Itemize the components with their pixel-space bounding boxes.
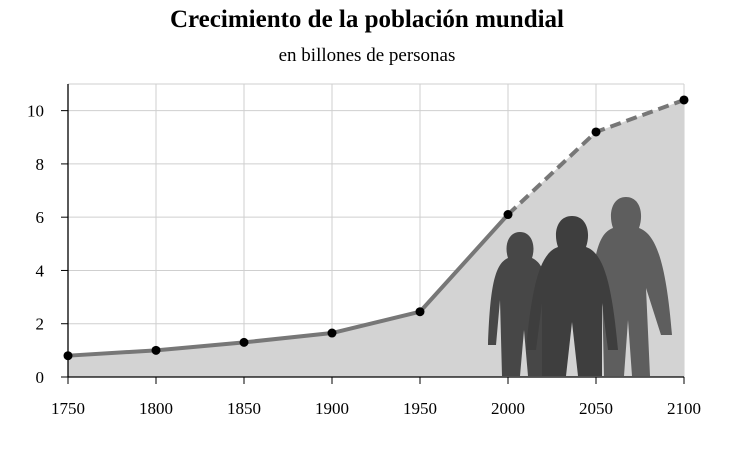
x-tick-label: 2100 [667,399,701,418]
y-tick-label: 10 [27,102,44,121]
series-line-historical [67,213,510,358]
data-point [503,210,513,220]
y-tick-label: 6 [36,208,45,227]
y-tick-label: 4 [36,261,45,280]
axes [61,84,685,384]
data-point [239,337,249,347]
data-point [63,351,73,361]
chart-subtitle: en billones de personas [278,45,456,66]
x-tick-label: 1950 [403,399,437,418]
x-tick-label: 1800 [139,399,173,418]
data-point [591,127,601,137]
data-point [415,307,425,317]
x-axis-ticks: 1750 1800 1850 1900 1950 2000 2050 2100 [51,399,701,418]
x-tick-label: 1850 [227,399,261,418]
data-point [151,345,161,355]
data-points [63,95,689,361]
data-point [327,328,337,338]
x-tick-label: 2050 [579,399,613,418]
y-tick-label: 2 [36,315,45,334]
y-axis-ticks: 0 2 4 6 8 10 [27,102,45,387]
y-tick-label: 0 [36,368,45,387]
x-tick-label: 1750 [51,399,85,418]
x-tick-label: 1900 [315,399,349,418]
x-tick-label: 2000 [491,399,525,418]
data-point [679,95,689,105]
y-tick-label: 8 [36,155,45,174]
silhouette-left [488,232,554,376]
people-silhouettes-icon [488,197,672,376]
silhouette-middle [526,216,618,376]
chart-title: Crecimiento de la población mundial [169,6,564,33]
